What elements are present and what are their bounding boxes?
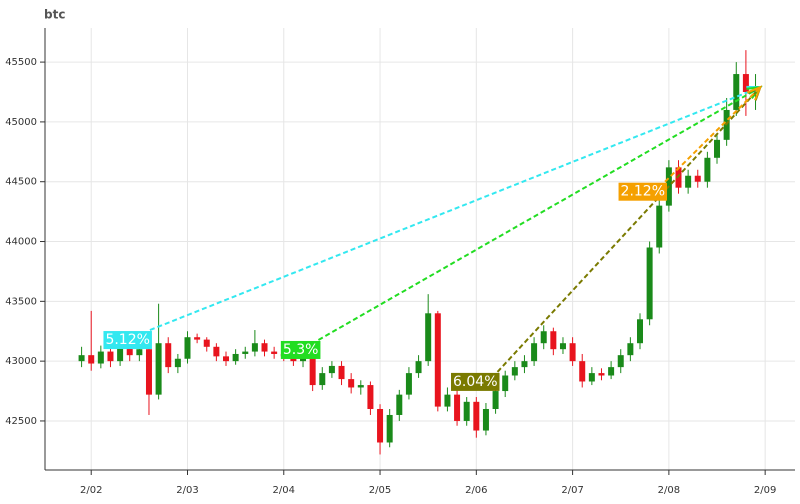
candle-body	[136, 349, 143, 356]
candle-body	[685, 175, 692, 188]
candle-body	[78, 355, 85, 362]
candle-body	[203, 339, 210, 347]
candle-body	[107, 351, 114, 362]
candle-body	[405, 373, 412, 395]
candle-body	[714, 139, 721, 158]
annotation-box	[451, 372, 500, 391]
x-tick-label: 2/09	[754, 485, 776, 496]
y-tick-label: 43500	[5, 296, 37, 307]
annotation-line	[664, 86, 762, 183]
x-tick-label: 2/06	[465, 485, 487, 496]
candle-body	[502, 375, 509, 392]
candle-body	[232, 353, 239, 362]
candle-body	[319, 373, 326, 386]
candle-body	[704, 157, 711, 182]
candle-body	[194, 337, 201, 340]
candle-body	[271, 351, 278, 354]
annotation-line	[149, 86, 761, 331]
candle-body	[213, 346, 220, 357]
y-tick-label: 44500	[5, 177, 37, 188]
candle-body	[617, 355, 624, 368]
candle-body	[588, 373, 595, 382]
x-tick-label: 2/04	[273, 485, 295, 496]
candle-body	[627, 343, 634, 356]
candle-body	[357, 385, 364, 388]
candle-body	[261, 343, 268, 352]
candle-body	[656, 205, 663, 248]
candle-body	[155, 343, 162, 395]
candle-body	[521, 361, 528, 368]
candle-body	[367, 385, 374, 409]
annotation-box	[103, 331, 152, 350]
candle-body	[434, 313, 441, 407]
annotation-arrow	[746, 85, 763, 101]
candle-body	[386, 414, 393, 443]
candle-body	[694, 175, 701, 182]
candle-body	[415, 361, 422, 374]
candle-body	[569, 343, 576, 362]
candle-body	[88, 355, 95, 364]
candle-body	[242, 351, 249, 354]
candle-body	[675, 167, 682, 188]
candle-body	[550, 331, 557, 350]
y-tick-label: 45000	[5, 117, 37, 128]
candle-body	[97, 351, 104, 364]
y-tick-label: 43000	[5, 356, 37, 367]
x-tick-label: 2/07	[561, 485, 583, 496]
x-tick-label: 2/05	[369, 485, 391, 496]
annotation-label: 5.3%	[283, 342, 319, 358]
candle-body	[223, 356, 230, 362]
y-tick-label: 45500	[5, 57, 37, 68]
x-tick-label: 2/08	[658, 485, 680, 496]
candle-body	[482, 408, 489, 431]
candle-body	[174, 358, 181, 368]
candle-body	[444, 394, 451, 407]
candle-body	[251, 343, 258, 352]
candle-body	[559, 343, 566, 350]
candle-body	[463, 401, 470, 421]
x-tick-label: 2/03	[176, 485, 198, 496]
chart-title: btc	[44, 8, 65, 22]
candle-body	[733, 74, 740, 110]
annotation-box	[280, 340, 321, 359]
candle-body	[454, 394, 461, 421]
x-tick-label: 2/02	[80, 485, 102, 496]
candle-body	[184, 337, 191, 359]
annotation-label: 5.12%	[105, 332, 149, 348]
candle-body	[126, 343, 133, 356]
candle-body	[396, 394, 403, 415]
annotation-label: 2.12%	[621, 184, 665, 200]
candle-body	[309, 352, 316, 386]
candle-body	[473, 401, 480, 431]
candle-body	[540, 331, 547, 344]
annotation-label: 6.04%	[453, 374, 497, 390]
candle-body	[511, 367, 518, 376]
candle-body	[598, 373, 605, 376]
candle-body	[425, 313, 432, 362]
annotation-box	[618, 182, 668, 201]
candle-body	[608, 367, 615, 376]
candle-body	[636, 319, 643, 344]
candle-body	[117, 343, 124, 362]
annotation-line	[496, 86, 762, 373]
y-tick-label: 42500	[5, 416, 37, 427]
candle-body	[165, 343, 172, 368]
candle-body	[579, 361, 586, 382]
candle-body	[328, 365, 335, 374]
y-tick-label: 44000	[5, 237, 37, 248]
candle-body	[531, 343, 538, 362]
candle-body	[348, 379, 355, 388]
candle-body	[646, 247, 653, 320]
annotation-line	[317, 86, 761, 341]
candle-body	[377, 408, 384, 443]
candle-body	[742, 74, 749, 92]
candle-body	[338, 365, 345, 380]
candle-body	[145, 349, 152, 395]
candle-body	[492, 391, 499, 409]
